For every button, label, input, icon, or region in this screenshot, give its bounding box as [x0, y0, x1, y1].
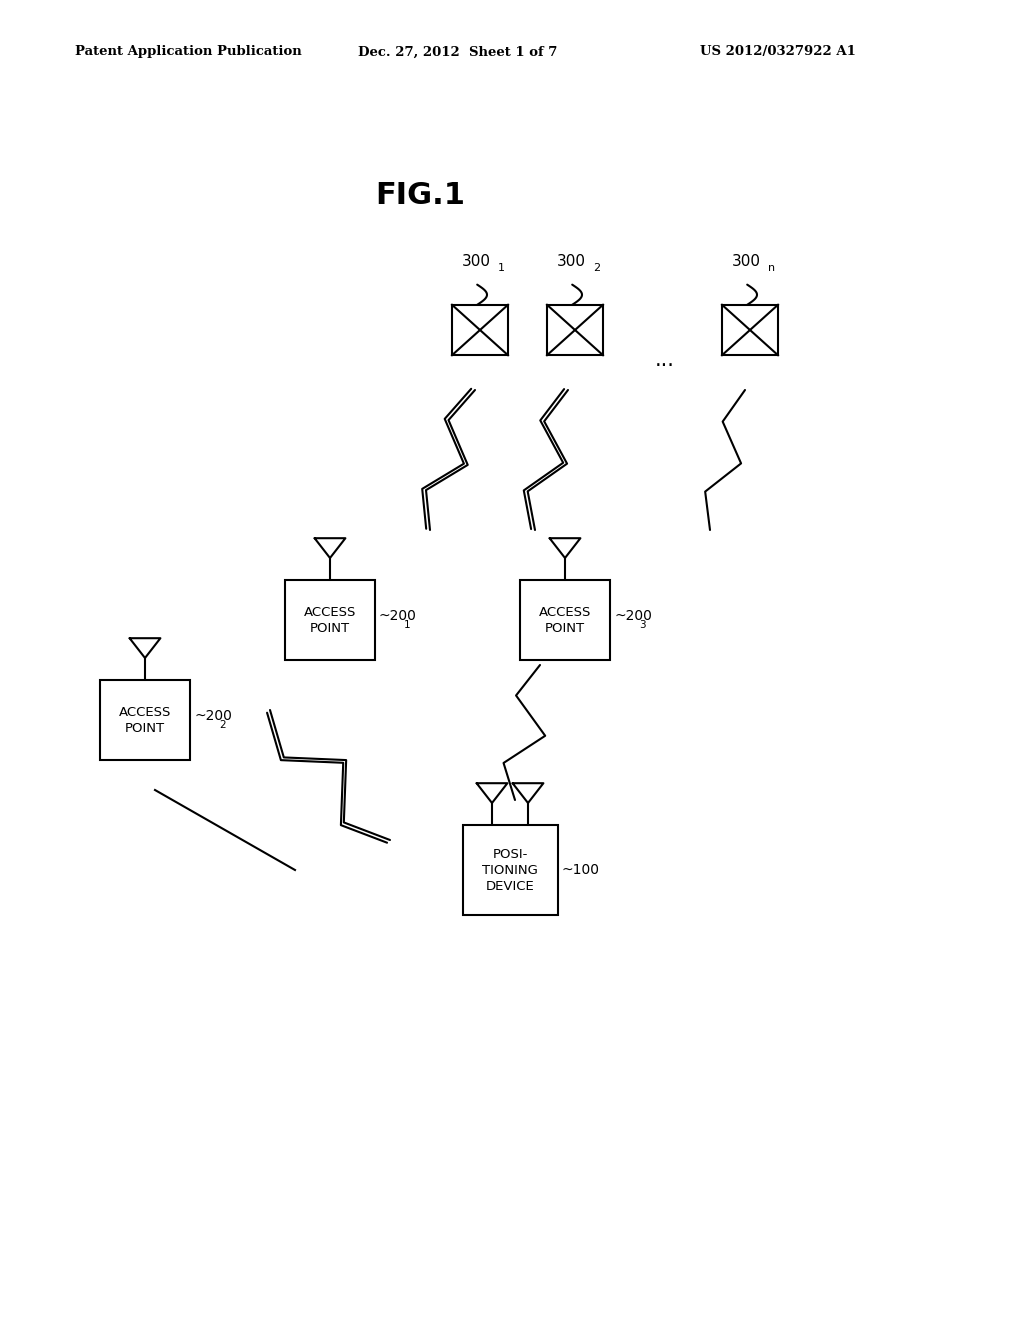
Text: 2: 2 [593, 263, 600, 273]
Text: ~100: ~100 [561, 863, 599, 876]
Text: ~200: ~200 [194, 709, 231, 723]
Bar [452, 305, 508, 355]
Bar [547, 305, 603, 355]
Text: ~200: ~200 [379, 609, 417, 623]
Bar [463, 825, 557, 915]
Text: 2: 2 [219, 719, 225, 730]
Bar [285, 579, 375, 660]
Text: ~200: ~200 [614, 609, 652, 623]
Text: ...: ... [655, 350, 675, 370]
Text: ACCESS
POINT: ACCESS POINT [304, 606, 356, 635]
Bar [520, 579, 610, 660]
Text: 3: 3 [639, 620, 645, 630]
Text: 300: 300 [731, 253, 761, 269]
Text: ACCESS
POINT: ACCESS POINT [119, 705, 171, 734]
Text: Patent Application Publication: Patent Application Publication [75, 45, 302, 58]
Text: US 2012/0327922 A1: US 2012/0327922 A1 [700, 45, 856, 58]
Bar [722, 305, 778, 355]
Text: Dec. 27, 2012  Sheet 1 of 7: Dec. 27, 2012 Sheet 1 of 7 [358, 45, 557, 58]
Bar [100, 680, 190, 760]
Text: 1: 1 [403, 620, 411, 630]
Text: n: n [768, 263, 775, 273]
Text: POSI-
TIONING
DEVICE: POSI- TIONING DEVICE [482, 847, 538, 892]
Text: 300: 300 [556, 253, 586, 269]
Text: 300: 300 [462, 253, 490, 269]
Text: ACCESS
POINT: ACCESS POINT [539, 606, 591, 635]
Text: 1: 1 [498, 263, 505, 273]
Text: FIG.1: FIG.1 [375, 181, 465, 210]
